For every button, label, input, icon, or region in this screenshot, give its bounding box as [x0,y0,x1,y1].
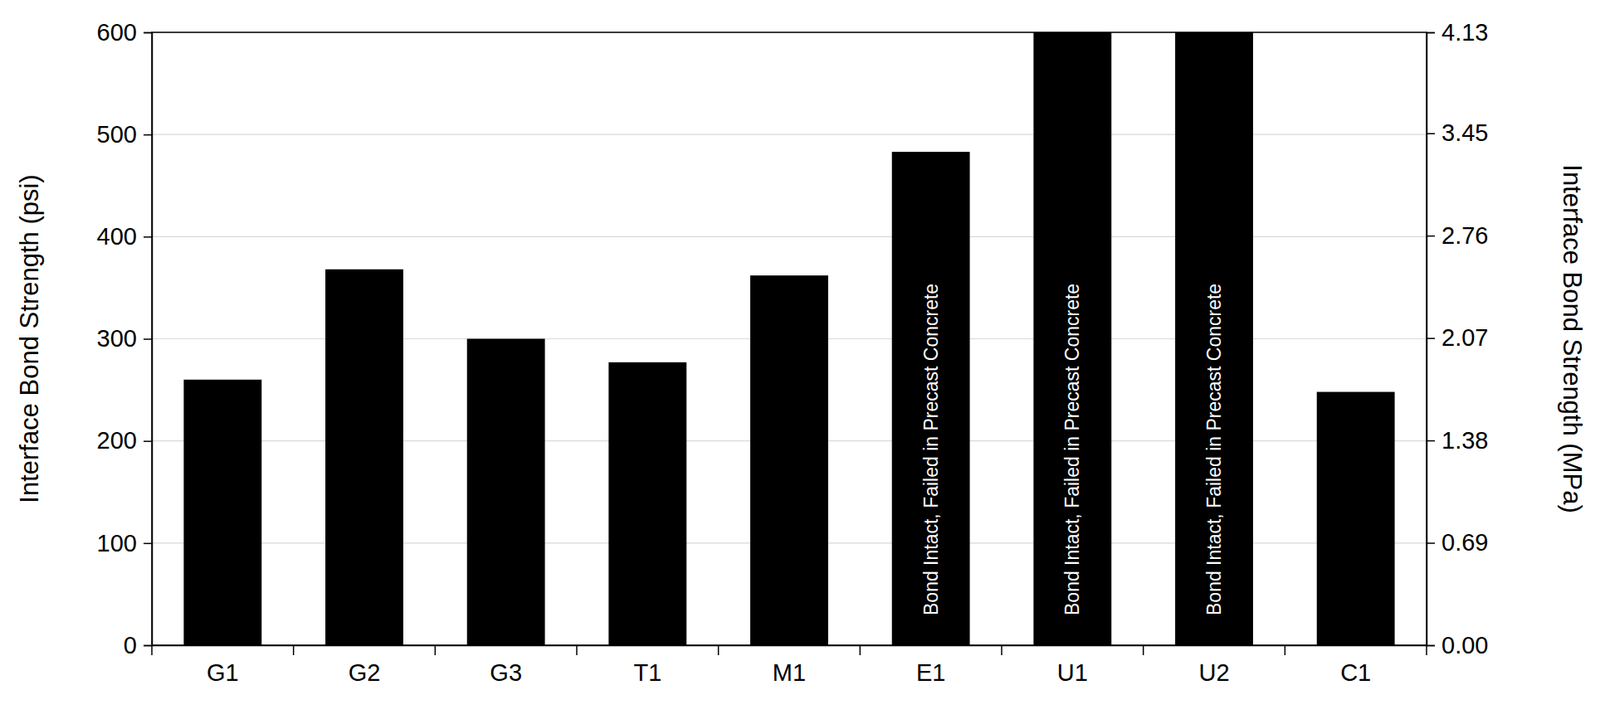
y-tick: 400 [97,223,152,250]
x-tick: E1 [916,645,946,687]
y-tick: 100 [97,530,152,557]
x-tick-label: G2 [348,659,381,687]
y2-tick: 3.45 [1426,119,1488,147]
x-tick-label: G3 [489,659,522,687]
y-tick-mark [143,236,152,239]
y-tick-mark [143,645,152,648]
y-axis-line [143,33,153,647]
annotation: Bond Intact, Failed in Precast Concrete [920,283,942,616]
x-tick: M1 [772,645,806,687]
y2-tick-mark [1426,32,1435,35]
bar [183,380,262,646]
y-tick: 200 [97,427,152,454]
y-tick-mark [143,543,152,546]
y-tick-label: 400 [97,223,137,250]
bar [467,339,546,647]
bar [1175,32,1254,646]
bar [325,269,404,646]
x-tick: T1 [633,645,662,687]
y-tick-label: 0 [123,632,137,659]
x-tick-label: U1 [1057,659,1088,687]
y2-tick-label: 1.38 [1441,427,1488,454]
bar [1317,392,1396,646]
y-tick-label: 600 [97,19,137,46]
y2-tick: 0.69 [1426,529,1488,557]
y2-tick-label: 0.00 [1441,632,1488,659]
annotation: Bond Intact, Failed in Precast Concrete [1203,283,1225,616]
y-tick: 300 [97,325,152,352]
y2-tick-mark [1426,645,1435,648]
y2-tick: 4.13 [1426,19,1488,46]
y2-tick-label: 2.76 [1441,222,1488,249]
x-tick: U1 [1057,645,1088,687]
x-tick-label: G1 [206,659,240,687]
bar [750,275,829,646]
y2-tick-label: 4.13 [1441,19,1488,46]
y2-tick-mark [1426,542,1435,545]
x-tick: U2 [1198,645,1230,687]
x-separator [1425,645,1428,656]
x-separator [575,645,578,656]
x-separator [1284,645,1287,656]
x-separator [717,645,720,656]
y-tick-label: 200 [97,427,137,454]
y2-tick-label: 0.69 [1441,529,1488,557]
y2-tick: 2.76 [1426,222,1488,249]
x-tick: G3 [489,645,522,687]
y2-tick: 1.38 [1426,427,1488,454]
y2-tick-mark [1426,235,1435,238]
y-tick-mark [143,134,152,137]
y-tick-label: 300 [97,325,137,352]
y2-tick-label: 2.07 [1441,324,1488,352]
x-separator [1142,645,1145,656]
y-tick-label: 100 [97,530,137,557]
bar [1033,32,1112,646]
bar [608,362,687,646]
y-tick-label: 500 [97,121,137,148]
y2-tick-mark [1426,132,1435,135]
grid [151,32,1427,646]
y2-axis-title: Interface Bond Strength (MPa) [1557,164,1587,513]
chart: 0 100 200 300 400 500 600 0.00 0.69 1.38 2.07 2.76 3… [0,0,1600,724]
x-separator [292,645,295,656]
annotations: Bond Intact, Failed in Precast Concrete B… [920,283,1225,616]
y2-axis-line [1427,33,1436,647]
y-tick: 600 [97,19,152,46]
y-tick-mark [143,440,152,443]
x-tick: G2 [348,645,381,687]
y2-tick: 2.07 [1426,324,1488,352]
x-tick-label: M1 [772,659,806,687]
x-axis: G1 G2 G3 T1 M1 E1 U1 U2 C1 [152,645,1428,687]
y2-axis: 0.00 0.69 1.38 2.07 2.76 3.45 4.13 [1426,19,1488,659]
x-separator [151,645,153,656]
x-tick: G1 [206,645,240,687]
x-separator [434,645,437,656]
y-tick-mark [143,32,152,35]
x-tick: C1 [1340,645,1371,687]
bar [892,151,971,646]
x-tick-label: T1 [633,659,662,687]
x-tick-label: U2 [1198,659,1230,687]
y2-tick: 0.00 [1426,632,1488,659]
x-separators [151,645,1427,656]
x-separator [859,645,862,656]
y2-tick-label: 3.45 [1441,119,1488,147]
x-separator [1000,645,1003,656]
y-tick: 0 [123,632,152,659]
y-axis: 0 100 200 300 400 500 600 [97,19,153,659]
y-tick-mark [143,338,152,341]
y-tick: 500 [97,121,152,148]
y-axis-title: Interface Bond Strength (psi) [14,174,44,503]
x-tick-label: C1 [1340,659,1371,687]
y2-tick-mark [1426,337,1435,340]
annotation: Bond Intact, Failed in Precast Concrete [1061,283,1083,616]
x-tick-label: E1 [916,659,946,687]
bars [183,32,1395,646]
x-axis-line [152,645,1428,648]
y2-tick-mark [1426,440,1435,443]
plot-frame [151,32,1427,646]
